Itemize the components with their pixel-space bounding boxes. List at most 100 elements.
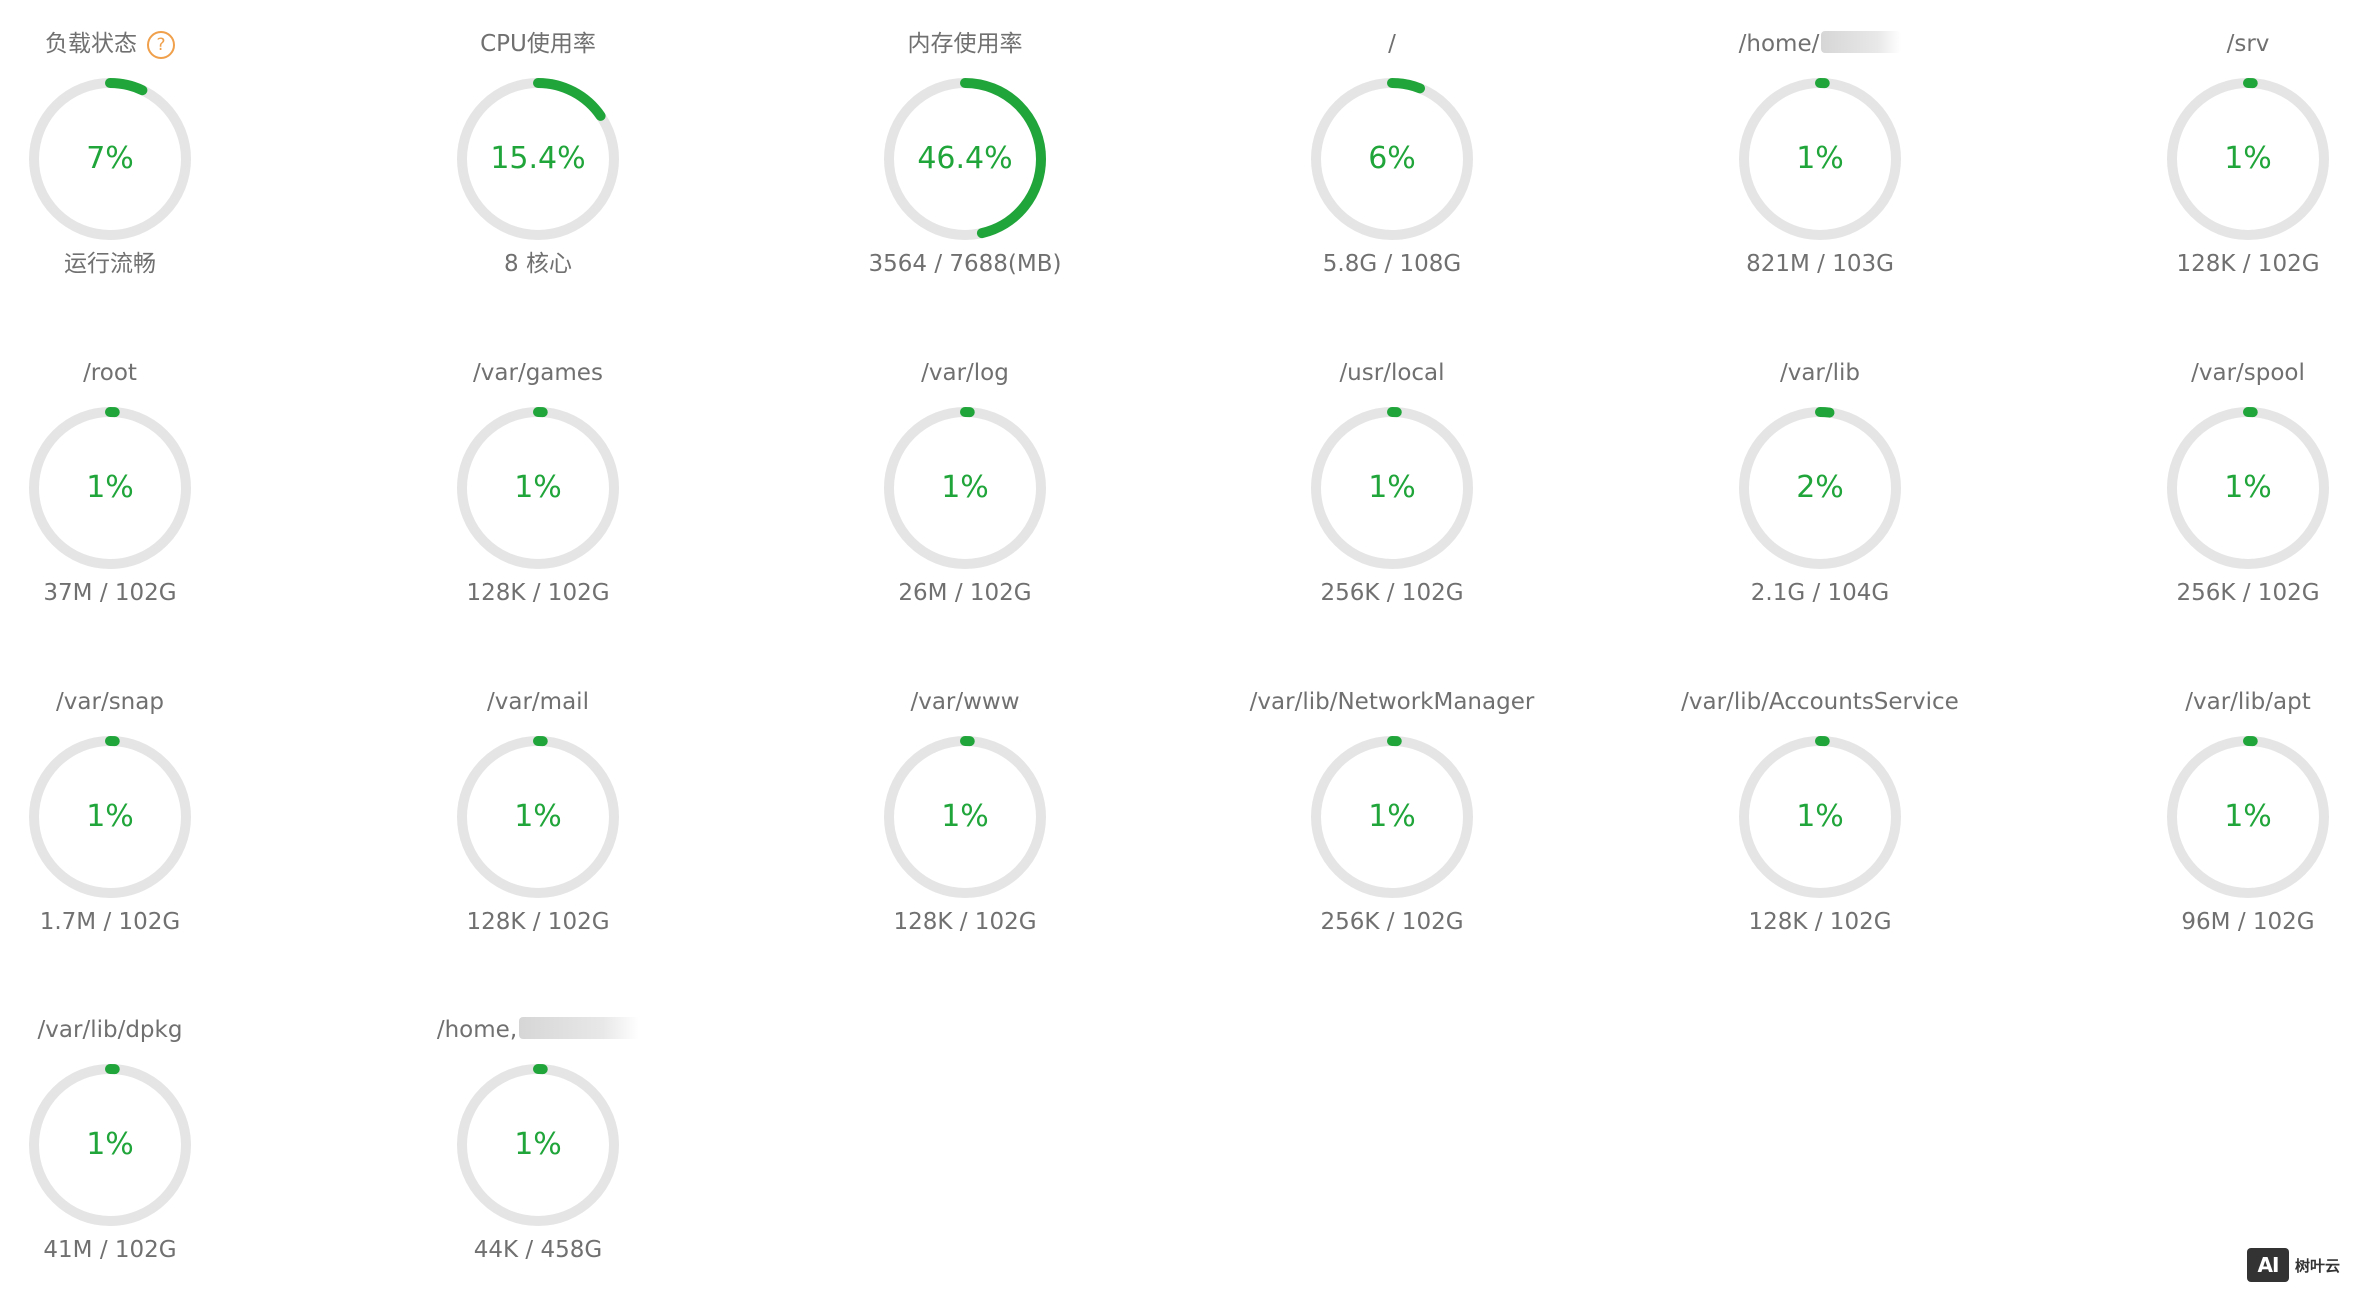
gauge-svg [29,1064,191,1226]
gauge-progress-arc [457,736,619,898]
gauge-title: /var/mail [378,687,698,717]
gauge-title-text: /root [83,360,137,386]
gauge-detail: 96M / 102G [2181,909,2315,935]
gauge-detail: 821M / 103G [1746,251,1894,277]
gauge-svg [1311,78,1473,240]
gauge-title-text: /srv [2226,31,2270,57]
gauge-card[interactable]: 内存使用率 46.4% 3564 / 7688(MB) [805,0,1125,299]
gauge-progress-arc [1739,78,1901,240]
gauge-card[interactable]: /home/1% 821M / 103G [1660,0,1980,299]
gauge-ring: 1% [450,729,626,905]
gauge-ring: 1% [1304,400,1480,576]
gauge-title: /var/lib/AccountsService [1660,687,1980,717]
gauge-detail: 256K / 102G [2176,580,2320,606]
gauge-detail: 256K / 102G [1320,580,1464,606]
gauge-card[interactable]: /root 1% 37M / 102G [0,328,270,628]
gauge-svg [457,78,619,240]
gauge-card[interactable]: /home, 1% 44K / 458G [378,985,698,1285]
gauge-card[interactable]: /var/lib/dpkg 1% 41M / 102G [0,985,270,1285]
gauge-detail: 128K / 102G [2176,251,2320,277]
gauge-title-text: /var/log [921,360,1009,386]
gauge-ring: 1% [1732,71,1908,247]
gauge-card[interactable]: 负载状态? 7% 运行流畅 [0,0,270,299]
gauge-title-text: 内存使用率 [907,31,1023,57]
gauge-svg [457,736,619,898]
gauge-card[interactable]: CPU使用率 15.4% 8 核心 [378,0,698,299]
gauge-progress-arc [884,407,1046,569]
gauge-card[interactable]: /var/lib 2% 2.1G / 104G [1660,328,1980,628]
gauge-svg [884,736,1046,898]
gauge-value: 1% [2224,141,2272,176]
gauge-card[interactable]: /var/www 1% 128K / 102G [805,657,1125,957]
gauge-title: /home/ [1660,29,1980,59]
gauge-value: 6% [1368,141,1416,176]
gauge-progress-arc [884,78,1046,240]
gauge-card[interactable]: /var/lib/NetworkManager 1% 256K / 102G [1232,657,1552,957]
gauge-card[interactable]: /var/log 1% 26M / 102G [805,328,1125,628]
gauge-title: /var/lib [1660,358,1980,388]
gauge-ring: 6% [1304,71,1480,247]
gauge-progress-arc [1739,407,1901,569]
gauge-title-text: / [1388,31,1396,57]
gauge-title: /home, [378,1015,698,1045]
watermark: AI 树叶云 [2247,1246,2340,1284]
gauge-title-text: 负载状态 [45,31,137,57]
gauge-svg [457,1064,619,1226]
gauge-detail: 256K / 102G [1320,909,1464,935]
gauge-svg [457,407,619,569]
gauge-value: 1% [1796,799,1844,834]
gauge-detail: 37M / 102G [43,580,177,606]
gauge-value: 15.4% [490,141,586,176]
gauge-value: 7% [86,141,134,176]
gauge-value: 1% [1796,141,1844,176]
gauge-title-text: /var/lib/dpkg [37,1017,183,1043]
gauge-ring: 1% [2160,729,2336,905]
gauge-svg [29,78,191,240]
gauge-title: /var/log [805,358,1125,388]
gauge-card[interactable]: /var/spool 1% 256K / 102G [2088,328,2356,628]
question-circle-icon[interactable]: ? [147,31,175,59]
gauge-svg [2167,736,2329,898]
gauge-ring: 1% [22,729,198,905]
gauge-ring: 15.4% [450,71,626,247]
gauge-svg [2167,78,2329,240]
gauge-svg [1311,407,1473,569]
gauge-ring: 46.4% [877,71,1053,247]
gauge-card[interactable]: / 6% 5.8G / 108G [1232,0,1552,299]
gauge-detail: 128K / 102G [466,580,610,606]
gauge-title-text: /var/lib/AccountsService [1681,689,1959,715]
gauge-detail: 8 核心 [504,251,572,277]
gauge-value: 1% [86,470,134,505]
gauge-value: 2% [1796,470,1844,505]
gauge-card[interactable]: /srv 1% 128K / 102G [2088,0,2356,299]
gauge-card[interactable]: /var/games 1% 128K / 102G [378,328,698,628]
gauge-title-text: /var/snap [56,689,164,715]
gauge-title: /var/spool [2088,358,2356,388]
gauge-svg [29,736,191,898]
gauge-card[interactable]: /var/lib/apt 1% 96M / 102G [2088,657,2356,957]
redacted-path-mask [519,1017,640,1039]
gauge-value: 1% [86,1127,134,1162]
gauge-title: /var/lib/dpkg [0,1015,270,1045]
gauge-title: /root [0,358,270,388]
gauge-progress-arc [457,78,619,240]
gauge-ring: 1% [2160,400,2336,576]
gauge-detail: 运行流畅 [64,251,156,277]
gauge-card[interactable]: /var/lib/AccountsService 1% 128K / 102G [1660,657,1980,957]
redacted-path-mask [1821,31,1902,53]
gauge-card[interactable]: /var/mail 1% 128K / 102G [378,657,698,957]
gauge-progress-arc [1739,736,1901,898]
gauge-card[interactable]: /usr/local 1% 256K / 102G [1232,328,1552,628]
gauge-title: / [1232,29,1552,59]
gauge-ring: 7% [22,71,198,247]
gauge-title: /var/lib/apt [2088,687,2356,717]
gauge-title: /var/www [805,687,1125,717]
gauge-progress-arc [29,407,191,569]
gauge-title: /var/snap [0,687,270,717]
gauge-svg [2167,407,2329,569]
gauge-title-text: /home/ [1738,31,1820,57]
gauge-value: 1% [514,799,562,834]
gauge-ring: 1% [450,400,626,576]
gauge-card[interactable]: /var/snap 1% 1.7M / 102G [0,657,270,957]
